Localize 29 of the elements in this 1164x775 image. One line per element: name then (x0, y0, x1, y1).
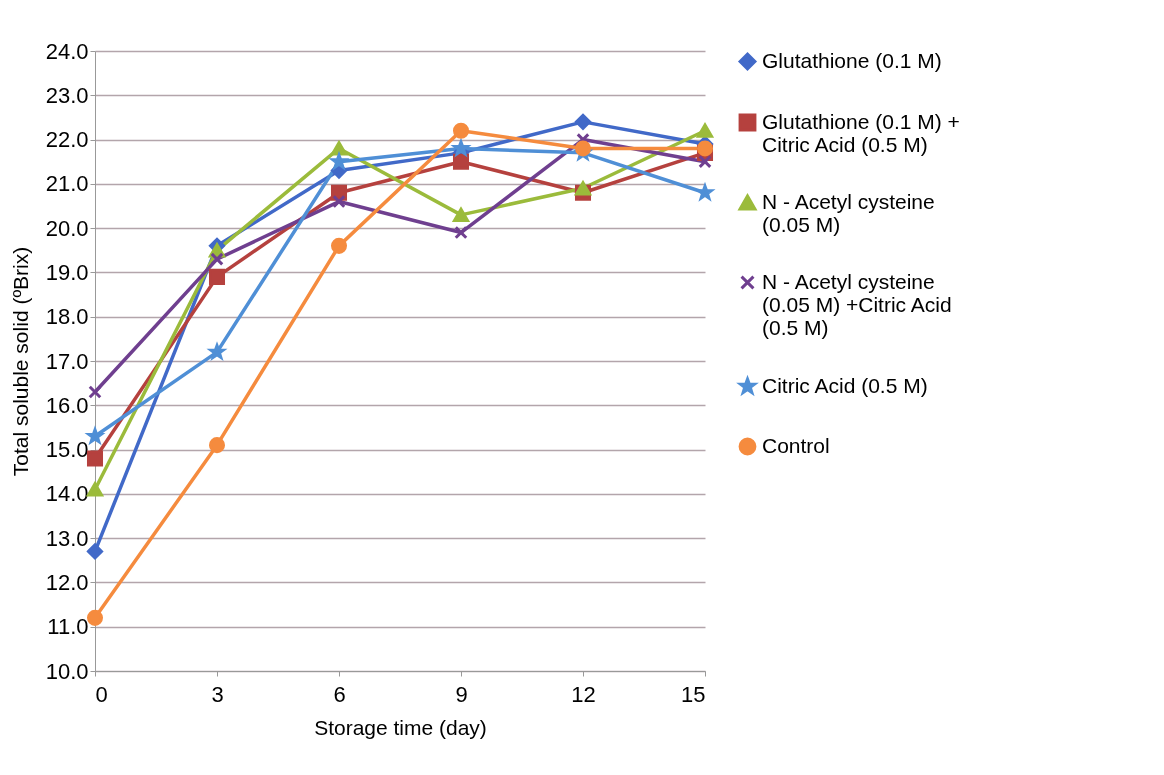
y-tick-label: 21.0 (45, 171, 89, 197)
y-tick-label: 23.0 (45, 82, 89, 108)
legend-label: Control (762, 433, 830, 457)
legend-label: N - Acetyl cysteine (0.05 M) (762, 189, 935, 236)
legend-label: Glutathione (0.1 M) (762, 48, 942, 72)
y-tick-label: 11.0 (47, 614, 89, 640)
legend-label: Glutathione (0.1 M) + Citric Acid (0.5 M) (762, 109, 960, 156)
x-tick-label: 6 (333, 681, 346, 707)
y-tick-label: 13.0 (45, 525, 89, 551)
y-tick-label: 22.0 (45, 127, 89, 153)
y-tick-label: 18.0 (45, 304, 89, 330)
x-axis-title: Storage time (day) (314, 715, 487, 739)
x-tick-label: 15 (681, 681, 706, 707)
y-tick-label: 12.0 (45, 569, 89, 595)
x-tick-label: 0 (95, 681, 108, 707)
y-tick-label: 24.0 (45, 38, 89, 64)
y-axis-title: Total soluble solid (ºBrix) (8, 246, 32, 477)
x-tick-label: 9 (455, 681, 468, 707)
y-tick-label: 15.0 (45, 437, 89, 463)
y-tick-label: 20.0 (45, 215, 89, 241)
y-tick-label: 16.0 (45, 392, 89, 418)
x-tick-label: 12 (571, 681, 596, 707)
y-tick-label: 19.0 (45, 259, 89, 285)
legend-label: Citric Acid (0.5 M) (762, 373, 928, 397)
legend-label: N - Acetyl cysteine (0.05 M) +Citric Acid (0.5 M) (762, 269, 952, 339)
x-tick-label: 3 (211, 681, 224, 707)
y-tick-label: 14.0 (45, 481, 89, 507)
y-tick-label: 17.0 (45, 348, 89, 374)
y-tick-label: 10.0 (45, 658, 89, 684)
